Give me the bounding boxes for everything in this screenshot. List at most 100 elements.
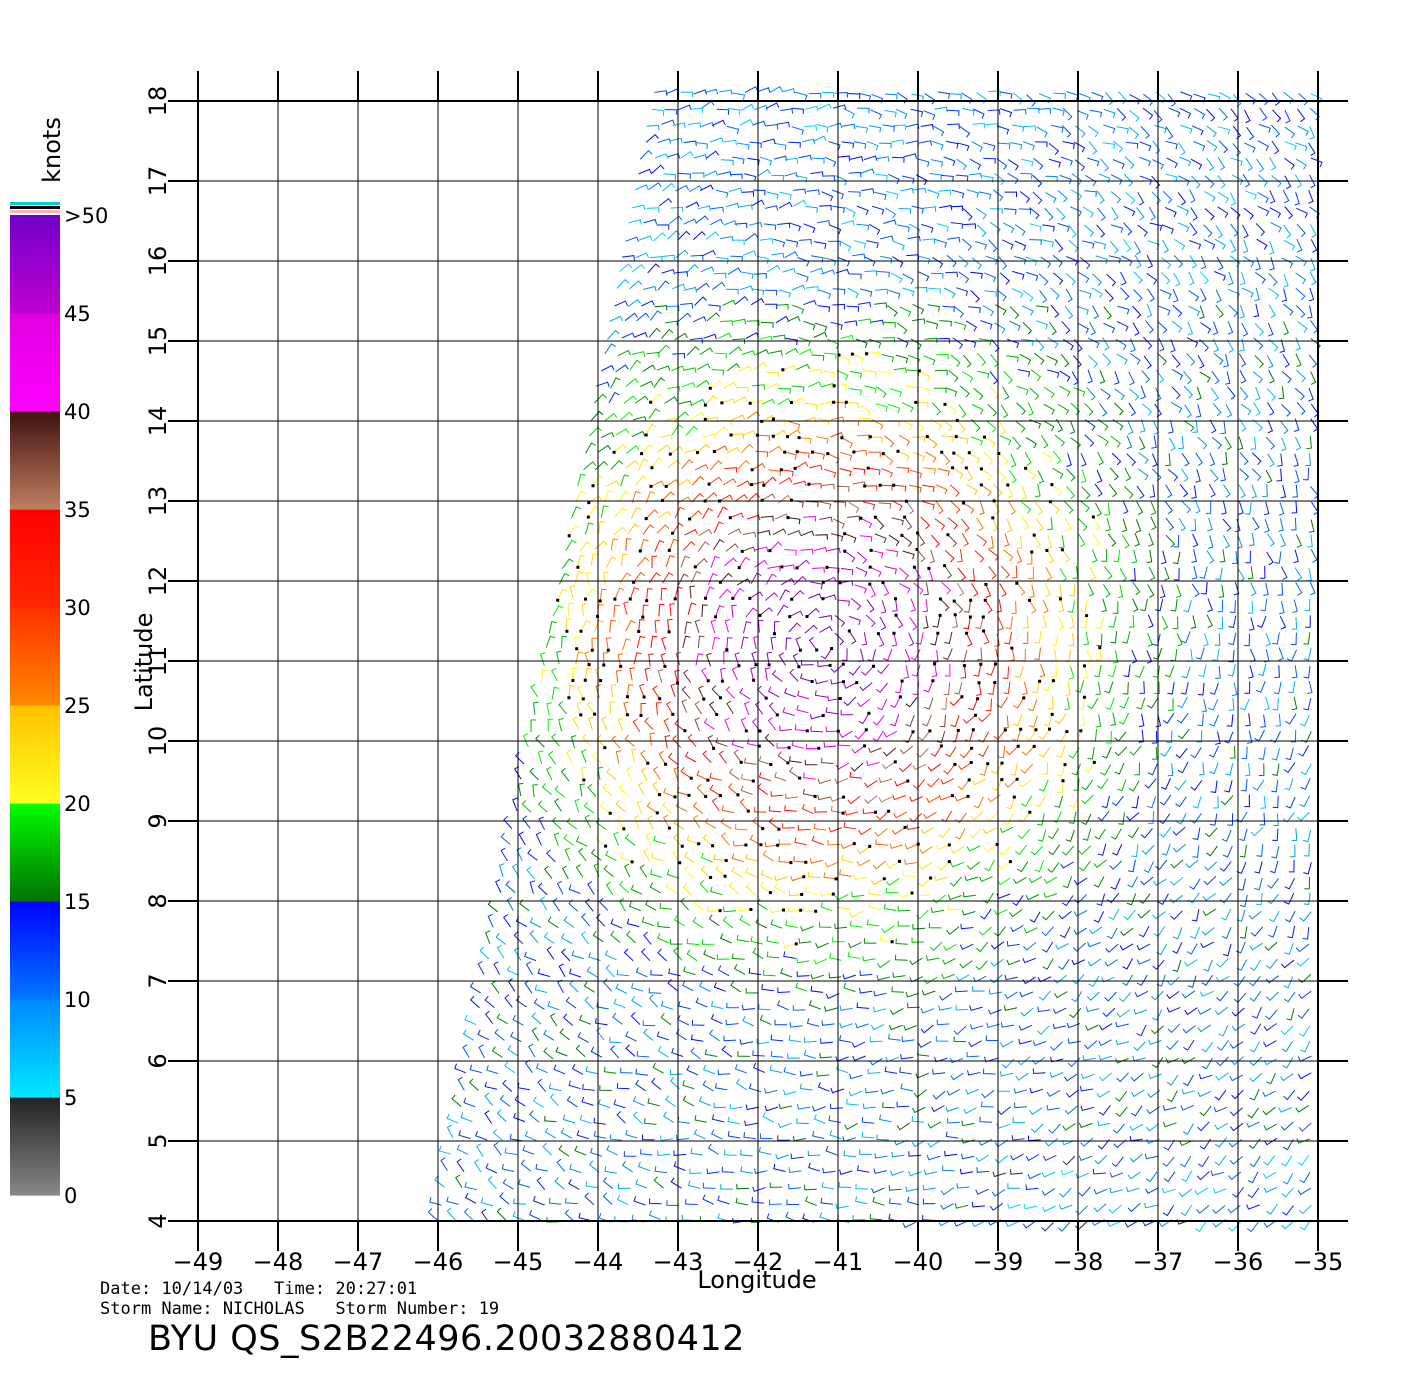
colorbar-bin [10, 411, 60, 510]
wind-barb-group [548, 206, 1248, 1205]
x-tick-label: −39 [973, 1248, 1024, 1276]
wind-barb-group [545, 351, 981, 960]
wind-barb-group [464, 140, 1311, 1178]
wind-barb-group [948, 370, 973, 969]
wind-barb-group [498, 107, 1244, 1194]
wind-barb-group [711, 685, 721, 699]
wind-barb-group [747, 717, 819, 750]
wind-barb-group [537, 385, 895, 934]
wind-barb-group [830, 533, 844, 542]
y-tick-label: 15 [144, 326, 172, 357]
wind-barb-group [940, 582, 965, 710]
wind-barb-group [767, 565, 929, 613]
wind-barb-group [504, 108, 1323, 1141]
wind-barb-group [754, 806, 767, 813]
wind-barb-group [507, 93, 1263, 1209]
wind-barb-group [859, 189, 1256, 1168]
wind-barb-group [588, 716, 685, 830]
y-tick-label: 16 [144, 246, 172, 277]
wind-barb-group [554, 93, 1309, 1223]
wind-barb-group [728, 768, 740, 781]
wind-barb-group [742, 430, 756, 437]
wind-barb-group [691, 475, 961, 514]
wind-barb-group [673, 766, 732, 830]
wind-barb-group [446, 124, 1298, 1205]
wind-barb-group [715, 604, 809, 714]
wind-barb-group [752, 384, 766, 390]
wind-barb-group [908, 632, 915, 647]
wind-barb-group [619, 335, 845, 943]
x-tick-label: −46 [413, 1248, 464, 1276]
wind-barb-group [605, 524, 1017, 864]
wind-barb-group [650, 416, 989, 776]
wind-barb-group [625, 435, 1071, 864]
wind-barb-group [923, 582, 929, 596]
wind-barb-group [662, 491, 940, 803]
wind-barb-group [811, 354, 1153, 912]
wind-barb-group [739, 915, 751, 927]
wind-barb-group [455, 483, 1236, 1189]
wind-barb-group [547, 89, 1229, 1062]
wind-barb-group [478, 109, 1290, 1222]
wind-barb-group [633, 464, 989, 836]
wind-barb-group [499, 124, 1280, 1111]
wind-barb-group [814, 304, 1275, 973]
wind-barb-group [778, 304, 1312, 1206]
wind-barb-group [692, 779, 970, 845]
wind-barb-group [642, 251, 1162, 1196]
wind-barb-group [723, 123, 1208, 1195]
wind-barb-group [625, 123, 1310, 1044]
wind-barb-group [644, 386, 1125, 911]
wind-barb-group [446, 140, 1220, 1139]
wind-barb-group [577, 353, 1066, 777]
grid-lines [168, 71, 1348, 1251]
y-tick-label: 6 [144, 1053, 172, 1068]
y-tick-label: 11 [144, 646, 172, 677]
wind-barb-group [534, 108, 1215, 1123]
wind-barb-group [676, 123, 1285, 1141]
wind-barb-group [724, 582, 934, 693]
wind-barb-group [546, 382, 902, 732]
wind-barb-group [615, 500, 1000, 813]
wind-barb-group [926, 955, 940, 961]
colorbar-label: 40 [64, 400, 91, 424]
wind-barb-group [613, 93, 1250, 1140]
colorbar-bin [10, 313, 60, 412]
wind-barb-group [720, 572, 929, 629]
wind-barb-group [691, 492, 906, 801]
wind-barb-group [613, 604, 709, 781]
y-tick-label: 5 [144, 1133, 172, 1148]
wind-barb-group [499, 109, 1241, 1205]
wind-barb-group [694, 700, 703, 715]
wind-barb-group [856, 845, 870, 855]
wind-barb-group [707, 573, 718, 586]
wind-barb-group [784, 777, 893, 800]
wind-barb-group [683, 380, 1086, 948]
wind-barb-group [627, 125, 1317, 1198]
wind-barb-group [504, 142, 1294, 1185]
wind-barb-group [513, 108, 1312, 1222]
wind-barb-group [630, 416, 817, 882]
wind-barb-group [537, 386, 1055, 896]
wind-barb-group [484, 444, 1247, 1191]
wind-barb-group [468, 386, 1310, 1142]
wind-barb-group [493, 92, 1290, 975]
wind-barb-group [575, 453, 1298, 1058]
wind-barb-group [694, 619, 701, 634]
wind-barb-group [958, 762, 972, 771]
wind-barb-group [684, 621, 692, 634]
wind-barb-group [677, 496, 692, 504]
wind-barb-group [565, 369, 1102, 797]
wind-barb-group [529, 321, 1295, 1223]
wind-barb-group [610, 419, 1122, 943]
wind-barb-group [742, 546, 756, 552]
wind-barb-group [1297, 1155, 1310, 1166]
wind-barb-group [712, 539, 725, 551]
wind-barb-group [484, 104, 1039, 1191]
wind-barb-group [992, 1171, 1007, 1178]
file-identifier: BYU QS_S2B22496.20032880412 [148, 1319, 745, 1359]
wind-barb-group [642, 480, 751, 618]
wind-barb-group [718, 468, 993, 764]
wind-barb-group [529, 173, 1231, 1177]
wind-barb-group [619, 453, 1033, 584]
